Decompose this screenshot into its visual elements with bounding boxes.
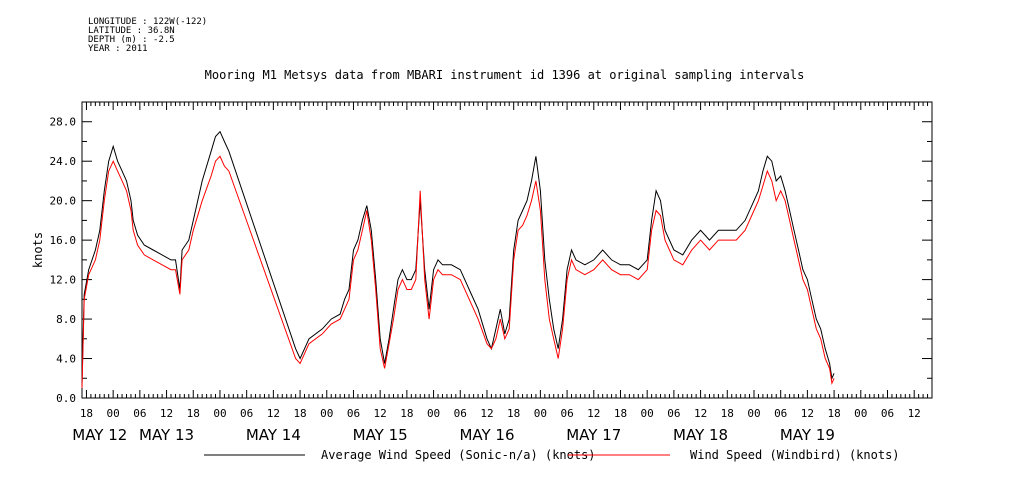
plot-frame — [81, 101, 933, 399]
x-hour-label: 06 — [347, 407, 360, 420]
x-day-label: MAY 13 — [139, 426, 194, 444]
meta-year: YEAR : 2011 — [88, 44, 148, 54]
x-hour-label: 00 — [213, 407, 226, 420]
x-hour-label: 12 — [374, 407, 387, 420]
x-hour-label: 00 — [854, 407, 867, 420]
x-hour-label: 00 — [107, 407, 120, 420]
x-hour-label: 12 — [908, 407, 921, 420]
x-hour-label: 00 — [641, 407, 654, 420]
x-hour-label: 18 — [187, 407, 200, 420]
y-tick-label: 28.0 — [50, 116, 77, 129]
metadata-block: LONGITUDE : 122W(-122) LATITUDE : 36.8N … — [88, 18, 207, 54]
x-hour-label: 18 — [80, 407, 93, 420]
x-hour-label: 06 — [667, 407, 680, 420]
legend-label: Wind Speed (Windbird) (knots) — [690, 448, 900, 462]
y-tick-label: 8.0 — [56, 313, 76, 326]
x-hour-label: 00 — [427, 407, 440, 420]
y-axis-label: knots — [31, 232, 45, 268]
series-line-average-wind-speed — [81, 130, 835, 384]
axes: 0.0 4.0 8.0 12.0 16.0 20.0 24.0 28.0 knots 18 00 06… — [31, 101, 933, 444]
x-hour-label: 18 — [827, 407, 840, 420]
y-tick-label: 16.0 — [50, 234, 77, 247]
x-hour-label: 06 — [774, 407, 787, 420]
meta-longitude: LONGITUDE : 122W(-122) — [88, 17, 208, 27]
x-hour-label: 18 — [293, 407, 306, 420]
x-hour-label: 06 — [133, 407, 146, 420]
x-day-label: MAY 12 — [72, 426, 127, 444]
x-hour-label: 12 — [587, 407, 600, 420]
x-hour-label: 12 — [694, 407, 707, 420]
x-hour-label: 00 — [320, 407, 333, 420]
y-tick-label: 0.0 — [56, 392, 76, 405]
x-hour-label: 12 — [480, 407, 493, 420]
x-day-label: MAY 15 — [353, 426, 408, 444]
y-tick-label: 4.0 — [56, 353, 76, 366]
x-hour-label: 00 — [747, 407, 760, 420]
x-hour-label: 12 — [160, 407, 173, 420]
x-hour-label: 18 — [721, 407, 734, 420]
x-day-label: MAY 18 — [673, 426, 728, 444]
chart-title: Mooring M1 Metsys data from MBARI instru… — [204, 68, 805, 82]
x-hour-label: 12 — [801, 407, 814, 420]
x-day-label: MAY 16 — [459, 426, 514, 444]
x-hour-label: 06 — [454, 407, 467, 420]
legend-label: Average Wind Speed (Sonic-n/a) (knots) — [321, 448, 596, 462]
x-hour-label: 00 — [534, 407, 547, 420]
x-hour-label: 18 — [507, 407, 520, 420]
meta-depth: DEPTH (m) : -2.5 — [88, 35, 175, 45]
y-tick-label: 20.0 — [50, 195, 77, 208]
legend: Average Wind Speed (Sonic-n/a) (knots) Wi… — [204, 448, 900, 462]
x-hour-label: 06 — [560, 407, 573, 420]
x-hour-label: 18 — [400, 407, 413, 420]
y-tick-label: 24.0 — [50, 155, 77, 168]
meta-latitude: LATITUDE : 36.8N — [88, 26, 175, 36]
x-hour-label: 12 — [267, 407, 280, 420]
x-day-label: MAY 14 — [246, 426, 301, 444]
y-tick-label: 12.0 — [50, 274, 77, 287]
series-lines — [81, 130, 835, 389]
series-line-windbird-wind-speed — [81, 155, 835, 389]
x-day-label: MAY 17 — [566, 426, 621, 444]
x-hour-label: 18 — [614, 407, 627, 420]
x-day-label: MAY 19 — [780, 426, 835, 444]
x-hour-label: 06 — [240, 407, 253, 420]
x-hour-label: 06 — [881, 407, 894, 420]
